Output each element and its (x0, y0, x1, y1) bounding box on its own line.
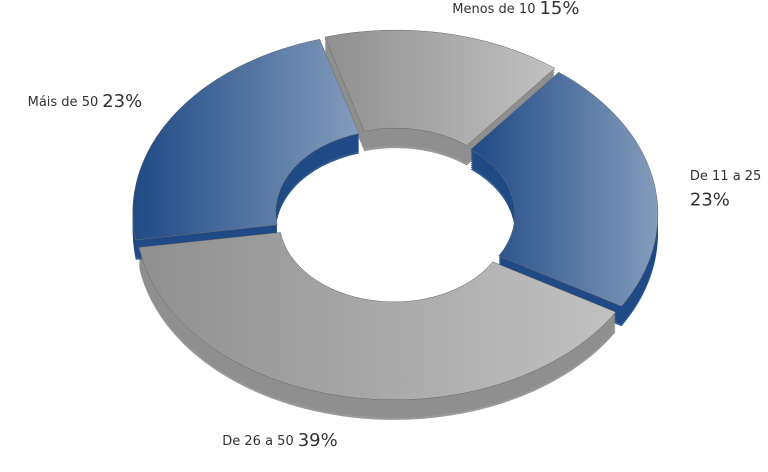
labels: Menos de 10 15% De 11 a 25 23% De 26 a 50 39%… (28, 0, 762, 451)
label: Máis de 50 23% (28, 91, 143, 112)
slices (132, 29, 659, 401)
slice (324, 29, 556, 146)
value-label: 23% (690, 189, 730, 210)
label: Menos de 10 15% (452, 0, 579, 19)
slice (138, 232, 617, 401)
category-label: Máis de 50 (28, 94, 99, 109)
value-label: 15% (539, 0, 579, 19)
value-label: 23% (102, 91, 142, 112)
slice (132, 38, 360, 241)
category-label: De 11 a 25 (690, 169, 761, 184)
category-label: De 26 a 50 (222, 433, 293, 448)
label: De 26 a 50 39% (222, 430, 337, 451)
slice (470, 71, 659, 307)
value-label: 39% (298, 430, 338, 451)
category-label: Menos de 10 (452, 1, 535, 16)
